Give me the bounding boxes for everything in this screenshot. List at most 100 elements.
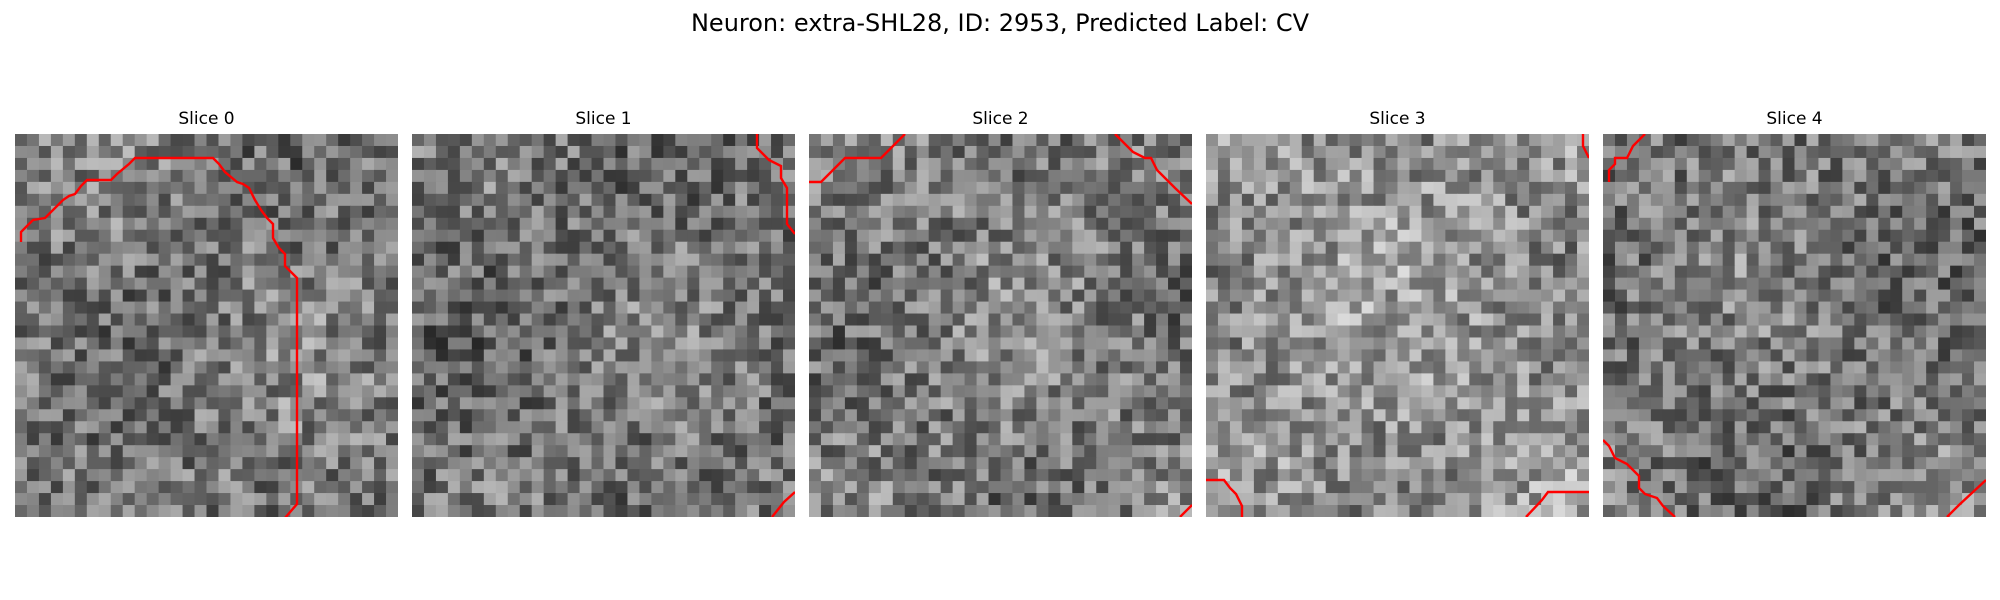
pixel [1603, 193, 1616, 207]
pixel [832, 241, 846, 255]
pixel [230, 409, 244, 422]
pixel [687, 169, 700, 183]
pixel [759, 313, 772, 327]
pixel [531, 469, 545, 482]
pixel [1000, 373, 1014, 386]
pixel [627, 169, 641, 183]
pixel [50, 409, 64, 422]
pixel [1469, 433, 1482, 446]
pixel [338, 433, 351, 446]
pixel [1206, 337, 1219, 351]
pixel [1421, 169, 1435, 183]
pixel [1842, 217, 1855, 231]
pixel [302, 193, 315, 207]
pixel [38, 181, 52, 195]
pixel [1782, 361, 1796, 374]
pixel [134, 134, 148, 147]
pixel [158, 253, 172, 267]
pixel [759, 277, 772, 291]
pixel [62, 134, 76, 147]
pixel [856, 481, 870, 494]
pixel [1505, 145, 1518, 159]
pixel [820, 145, 834, 159]
pixel [182, 169, 196, 183]
pixel [531, 181, 545, 195]
pixel [964, 433, 978, 446]
pixel [1445, 301, 1458, 315]
pixel [86, 457, 100, 470]
pixel [1206, 169, 1219, 183]
pixel [1603, 229, 1616, 243]
pixel [459, 421, 473, 434]
pixel [820, 265, 834, 279]
pixel [916, 134, 930, 147]
pixel [1072, 145, 1085, 159]
pixel [1686, 134, 1700, 147]
pixel [1493, 301, 1506, 315]
pixel [1698, 433, 1712, 446]
pixel [314, 193, 327, 207]
pixel [122, 289, 136, 303]
pixel [62, 433, 76, 446]
pixel [447, 481, 461, 494]
pixel [362, 505, 375, 517]
pixel [1481, 445, 1494, 458]
pixel [940, 337, 954, 351]
pixel [158, 481, 172, 494]
pixel [567, 313, 581, 327]
pixel [1902, 337, 1915, 351]
pixel [976, 313, 990, 327]
pixel [1048, 145, 1061, 159]
pixel [988, 169, 1002, 183]
pixel [940, 277, 954, 291]
pixel [783, 409, 795, 422]
pixel [832, 253, 846, 267]
pixel [206, 397, 220, 410]
pixel [1144, 457, 1157, 470]
pixel [1373, 301, 1387, 315]
pixel [519, 361, 533, 374]
pixel [844, 289, 858, 303]
pixel [1926, 301, 1939, 315]
pixel [1722, 145, 1736, 159]
pixel [1626, 373, 1640, 386]
pixel [928, 337, 942, 351]
pixel [1421, 421, 1435, 434]
pixel [1517, 505, 1530, 517]
pixel [1385, 289, 1399, 303]
pixel [916, 445, 930, 458]
pixel [1060, 457, 1073, 470]
pixel [15, 361, 28, 374]
pixel [771, 229, 784, 243]
pixel [1325, 493, 1339, 506]
pixel [1012, 433, 1026, 446]
pixel [1638, 301, 1652, 315]
pixel [1253, 325, 1267, 339]
pixel [1373, 193, 1387, 207]
pixel [1313, 445, 1327, 458]
pixel [1265, 301, 1279, 315]
pixel [182, 265, 196, 279]
pixel [1156, 205, 1169, 219]
pixel [1914, 409, 1927, 422]
pixel [844, 277, 858, 291]
pixel [62, 301, 76, 315]
pixel [1818, 217, 1832, 231]
pixel [1926, 289, 1939, 303]
pixel [1120, 241, 1133, 255]
pixel [892, 325, 906, 339]
pixel [699, 253, 712, 267]
pixel [98, 301, 112, 315]
pixel [940, 469, 954, 482]
pixel [1000, 493, 1014, 506]
pixel [1674, 457, 1688, 470]
pixel [86, 373, 100, 386]
pixel [759, 337, 772, 351]
pixel [242, 289, 255, 303]
pixel [134, 181, 148, 195]
pixel [1241, 397, 1255, 410]
pixel [747, 313, 760, 327]
pixel [1577, 181, 1589, 195]
pixel [663, 409, 676, 422]
pixel [988, 217, 1002, 231]
